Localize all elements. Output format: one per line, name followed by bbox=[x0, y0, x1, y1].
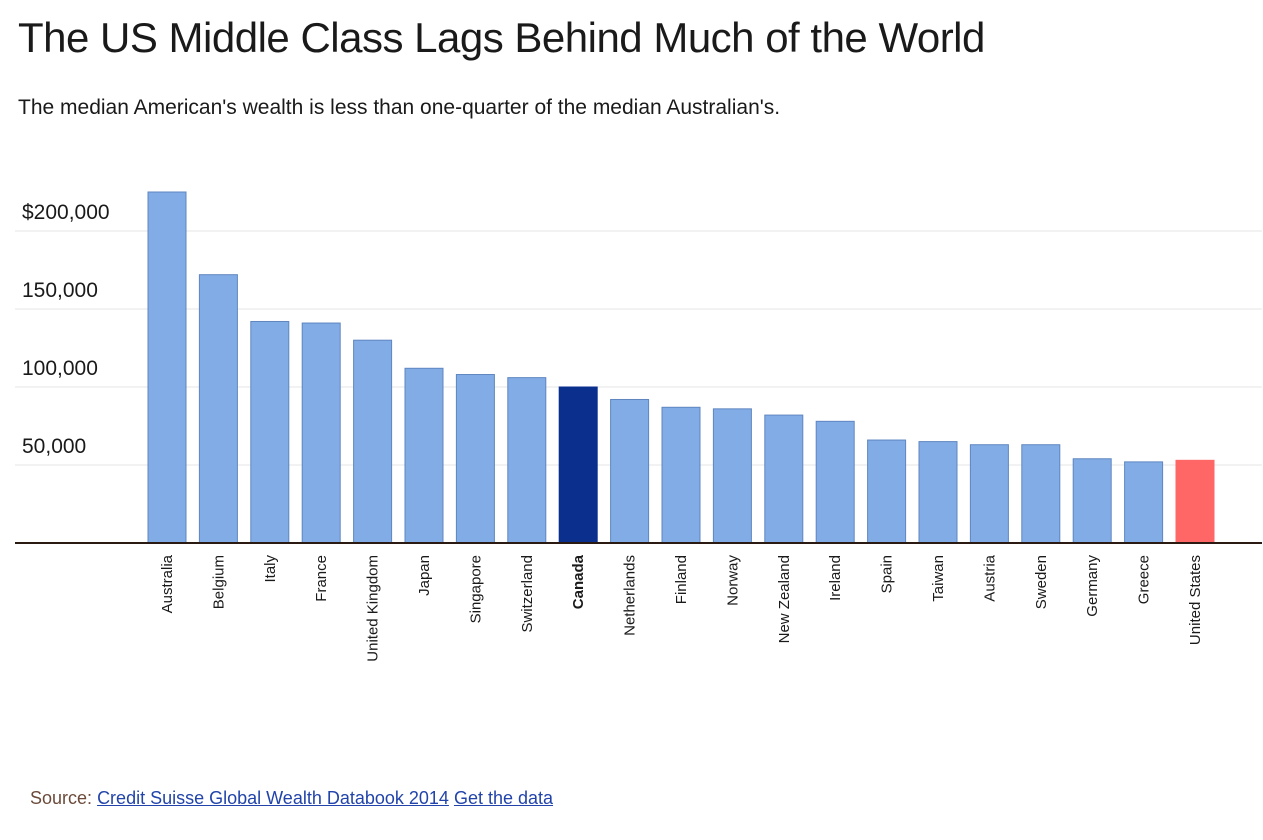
x-tick-label: Japan bbox=[416, 555, 433, 596]
x-tick-label: Greece bbox=[1136, 555, 1153, 604]
bar-finland bbox=[661, 406, 701, 544]
bar-greece bbox=[1124, 461, 1164, 544]
get-data-link[interactable]: Get the data bbox=[453, 788, 554, 808]
x-tick-label: Canada bbox=[570, 554, 587, 609]
x-tick-label: Austria bbox=[981, 554, 998, 601]
x-tick-label: United Kingdom bbox=[365, 555, 382, 662]
bar-sweden bbox=[1021, 444, 1061, 544]
x-tick-label: France bbox=[313, 555, 330, 602]
bar-japan bbox=[404, 367, 444, 544]
bar-taiwan bbox=[918, 441, 958, 544]
x-axis-ticks: Australia Belgium Italy France United Kingdo… bbox=[159, 554, 1204, 661]
source-note: Source: Credit Suisse Global Wealth Data… bbox=[30, 788, 553, 809]
x-tick-label: Netherlands bbox=[622, 555, 639, 636]
bar-italy bbox=[250, 320, 290, 544]
x-tick-label: Australia bbox=[159, 554, 176, 613]
y-tick-label: 50,000 bbox=[22, 435, 86, 458]
bar-australia bbox=[147, 191, 187, 544]
source-label: Source: bbox=[30, 788, 93, 808]
bar-new-zealand bbox=[764, 414, 804, 544]
x-tick-label: New Zealand bbox=[776, 555, 793, 643]
x-tick-label: Finland bbox=[673, 555, 690, 604]
x-tick-label: Switzerland bbox=[519, 555, 536, 633]
bar-spain bbox=[867, 439, 907, 544]
bar-united-states bbox=[1175, 459, 1215, 544]
bar-switzerland bbox=[507, 377, 547, 544]
y-tick-label: 150,000 bbox=[22, 279, 98, 302]
x-tick-label: United States bbox=[1187, 555, 1204, 645]
y-tick-label: $200,000 bbox=[22, 201, 110, 224]
bar-canada bbox=[558, 386, 598, 544]
bar-united-kingdom bbox=[353, 339, 393, 544]
bar-france bbox=[301, 322, 341, 544]
x-tick-label: Germany bbox=[1084, 555, 1101, 617]
x-tick-label: Spain bbox=[879, 555, 896, 593]
source-link[interactable]: Credit Suisse Global Wealth Databook 201… bbox=[97, 788, 449, 808]
x-tick-label: Ireland bbox=[827, 555, 844, 601]
x-tick-label: Belgium bbox=[210, 555, 227, 609]
bars bbox=[147, 191, 1215, 544]
x-tick-label: Sweden bbox=[1033, 555, 1050, 609]
bar-norway bbox=[712, 408, 752, 544]
x-tick-label: Italy bbox=[262, 555, 279, 583]
bar-singapore bbox=[455, 374, 495, 544]
chart-title: The US Middle Class Lags Behind Much of … bbox=[18, 14, 985, 61]
bar-netherlands bbox=[610, 398, 650, 544]
chart-subtitle: The median American's wealth is less tha… bbox=[18, 96, 781, 119]
bar-belgium bbox=[198, 274, 238, 544]
y-axis-ticks: 50,000 100,000 150,000 $200,000 bbox=[22, 201, 110, 458]
bar-austria bbox=[969, 444, 1009, 544]
x-tick-label: Singapore bbox=[467, 555, 484, 623]
y-tick-label: 100,000 bbox=[22, 357, 98, 380]
bar-germany bbox=[1072, 458, 1112, 544]
bar-ireland bbox=[815, 420, 855, 544]
x-tick-label: Taiwan bbox=[930, 555, 947, 602]
x-tick-label: Norway bbox=[724, 555, 741, 606]
